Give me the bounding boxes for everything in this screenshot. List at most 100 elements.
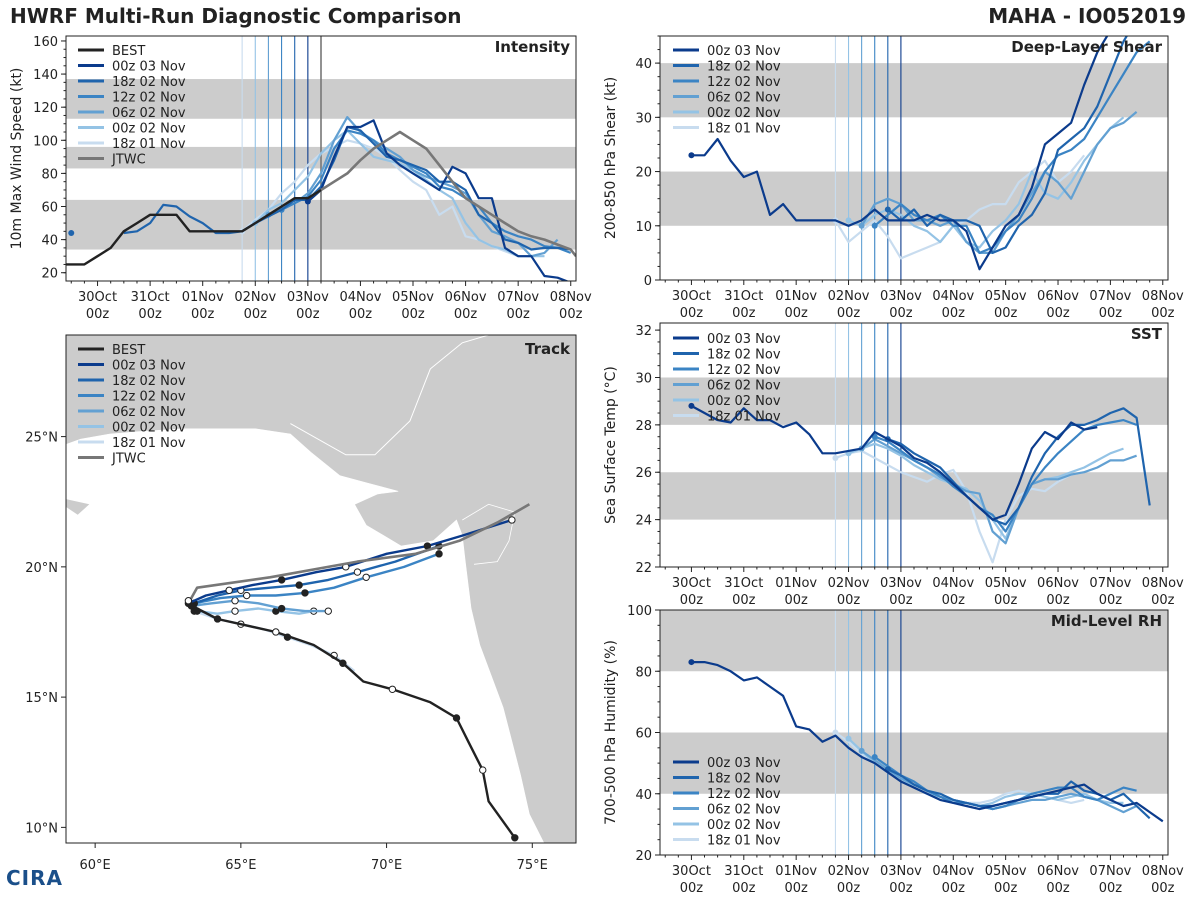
panel-shear: 0 10 20 30 40 30Oct 00z 31Oct 00z 01Nov 00z 02Nov 00… — [603, 35, 1184, 321]
legend-label: 18z 01 Nov — [112, 137, 186, 152]
x-tick-sublabel: 00z — [1046, 593, 1070, 608]
init-point-intensity-0 — [304, 198, 311, 205]
legend-label: 00z 03 Nov — [707, 756, 781, 771]
lon-tick-label: 65°E — [225, 858, 256, 873]
track-run-2-point — [301, 589, 309, 597]
x-tick-sublabel: 00z — [732, 881, 756, 896]
legend-label: 12z 02 Nov — [112, 91, 186, 106]
x-tick-sublabel: 00z — [784, 306, 808, 321]
legend-label: 00z 02 Nov — [707, 394, 781, 409]
country-border — [290, 335, 489, 456]
series-line-rh-0 — [691, 660, 1164, 823]
x-tick-label: 08Nov — [550, 290, 592, 305]
panel-rh: 20 40 60 80 100 30Oct 00z 31Oct 00z 01Nov 00z 02Nov… — [603, 604, 1184, 896]
x-tick-sublabel: 00z — [1099, 881, 1123, 896]
x-tick-label: 02Nov — [828, 864, 870, 879]
x-tick-sublabel: 00z — [1046, 881, 1070, 896]
x-tick-label: 04Nov — [932, 576, 974, 591]
y-tick-label: 160 — [33, 35, 58, 50]
x-tick-sublabel: 00z — [994, 306, 1018, 321]
x-tick-label: 05Nov — [985, 576, 1027, 591]
x-tick-label: 31Oct — [724, 864, 763, 879]
track-run-4 — [196, 607, 314, 615]
legend-label: 12z 02 Nov — [707, 787, 781, 802]
x-tick-label: 06Nov — [1037, 864, 1079, 879]
x-tick-label: 07Nov — [497, 290, 539, 305]
series-line-shear-1 — [887, 36, 1129, 254]
shade-band-1 — [660, 610, 1168, 672]
x-tick-label: 02Nov — [234, 290, 276, 305]
init-point-shear-4 — [845, 217, 852, 224]
track-run-0-point — [277, 576, 286, 584]
track-run-4-point — [231, 607, 239, 615]
x-tick-sublabel: 00z — [680, 881, 704, 896]
track-run-1-point — [295, 581, 303, 589]
y-axis-label: 700-500 hPa Humidity (%) — [603, 640, 619, 825]
y-tick-label: 60 — [635, 727, 652, 742]
legend-label: 00z 03 Nov — [112, 359, 186, 374]
track-jtwc — [187, 503, 531, 604]
panel-title: Intensity — [495, 38, 571, 56]
panel-title: Mid-Level RH — [1051, 612, 1162, 630]
y-tick-label: 40 — [41, 234, 58, 249]
legend-label: 18z 02 Nov — [112, 75, 186, 90]
x-tick-sublabel: 00z — [889, 593, 913, 608]
track-run-0-point — [508, 516, 516, 524]
y-tick-label: 60 — [41, 201, 58, 216]
x-tick-sublabel: 00z — [138, 307, 162, 322]
track-run-0 — [187, 518, 513, 605]
x-tick-label: 06Nov — [445, 290, 487, 305]
init-point-intensity-1 — [68, 229, 75, 236]
track-best-point — [272, 628, 280, 636]
x-tick-label: 06Nov — [1037, 576, 1079, 591]
map-area — [66, 335, 576, 843]
track-best-point — [479, 766, 487, 774]
x-tick-sublabel: 00z — [191, 307, 215, 322]
legend-label: 18z 01 Nov — [112, 436, 186, 451]
x-tick-label: 04Nov — [339, 290, 381, 305]
x-tick-sublabel: 00z — [784, 881, 808, 896]
legend-label: 18z 01 Nov — [707, 122, 781, 137]
plot-area — [660, 610, 1168, 855]
x-tick-sublabel: 00z — [942, 593, 966, 608]
legend-label: 00z 02 Nov — [112, 122, 186, 137]
shade-band-0 — [660, 472, 1168, 520]
x-tick-sublabel: 00z — [401, 307, 425, 322]
y-tick-label: 32 — [635, 324, 652, 339]
lat-tick-label: 15°N — [25, 691, 58, 706]
x-tick-sublabel: 00z — [1046, 306, 1070, 321]
lat-tick-label: 10°N — [25, 821, 58, 836]
lon-tick-label: 70°E — [371, 858, 402, 873]
x-tick-label: 04Nov — [932, 289, 974, 304]
panel-track: 60°E 65°E 70°E 75°E 10°N 15°N 20°N 25°N Track BES… — [25, 334, 577, 873]
x-tick-label: 03Nov — [287, 290, 329, 305]
x-tick-sublabel: 00z — [680, 593, 704, 608]
legend-label: 18z 02 Nov — [707, 60, 781, 75]
track-best-point — [452, 714, 461, 722]
legend-label: 00z 03 Nov — [707, 44, 781, 59]
legend-label: 06z 02 Nov — [707, 803, 781, 818]
x-tick-sublabel: 00z — [1151, 593, 1175, 608]
figure-title: HWRF Multi-Run Diagnostic Comparison — [10, 4, 462, 28]
init-point-sst-5 — [832, 455, 839, 462]
track-run-0-point — [225, 586, 233, 595]
plot-area — [660, 36, 1168, 280]
x-tick-label: 30Oct — [672, 864, 711, 879]
track-run-3 — [191, 599, 329, 613]
shade-band-1 — [660, 377, 1168, 425]
x-tick-sublabel: 00z — [837, 593, 861, 608]
panel-sst: 22 24 26 28 30 32 30Oct 00z 31Oct 00z 01Nov 00z 02No… — [603, 322, 1184, 608]
init-point-rh-5 — [832, 729, 839, 736]
x-tick-label: 07Nov — [1089, 576, 1131, 591]
legend-label: 12z 02 Nov — [112, 390, 186, 405]
init-point-rh-2 — [871, 754, 878, 760]
y-tick-label: 30 — [635, 371, 652, 386]
x-tick-label: 31Oct — [724, 289, 763, 304]
x-tick-sublabel: 00z — [1099, 306, 1123, 321]
series-line-sst-1 — [887, 407, 1151, 526]
legend-label: BEST — [112, 44, 145, 59]
cira-logo: CIRA — [6, 866, 63, 890]
x-tick-label: 03Nov — [880, 864, 922, 879]
series-line-shear-0 — [691, 36, 1109, 271]
